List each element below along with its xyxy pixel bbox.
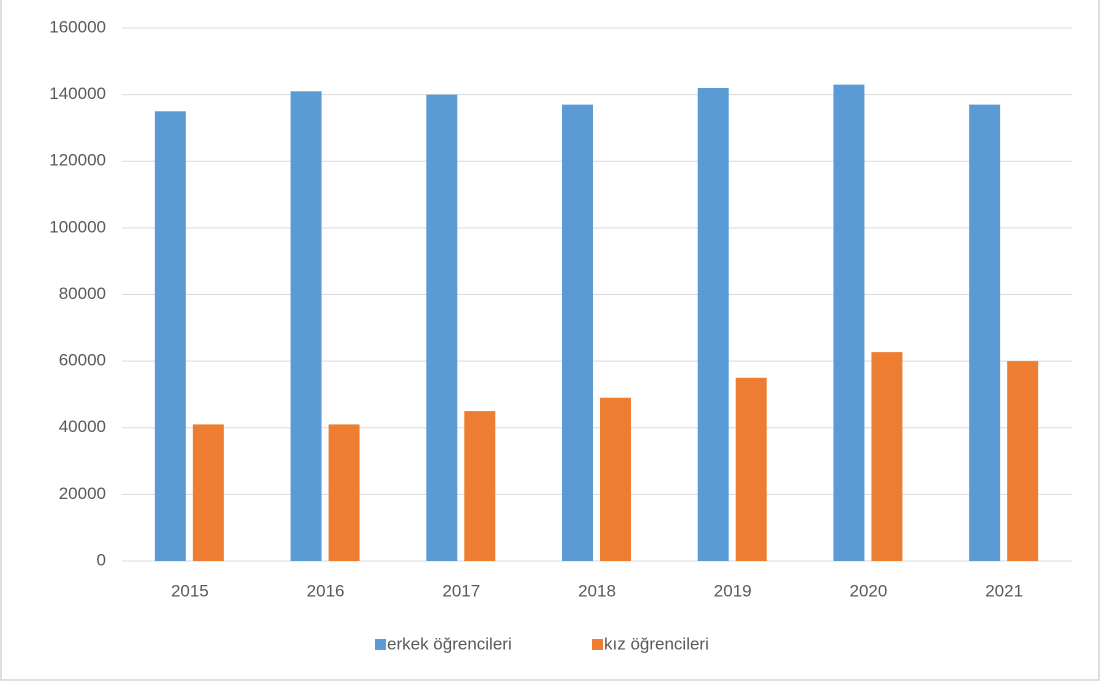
bar — [290, 91, 322, 561]
bar — [833, 84, 865, 561]
x-tick-label: 2015 — [171, 581, 209, 600]
legend-swatch — [375, 639, 386, 650]
y-tick-label: 80000 — [59, 284, 106, 303]
bar — [562, 104, 593, 562]
y-tick-label: 140000 — [49, 84, 106, 103]
y-tick-label: 60000 — [59, 351, 106, 370]
bar — [1007, 361, 1039, 561]
bar — [154, 111, 186, 561]
legend-swatch — [592, 639, 603, 650]
bar — [192, 424, 224, 561]
x-tick-label: 2019 — [714, 581, 752, 600]
y-tick-label: 0 — [97, 550, 106, 569]
legend-label: kız öğrencileri — [604, 634, 709, 653]
x-tick-label: 2021 — [985, 581, 1023, 600]
y-tick-label: 160000 — [49, 17, 106, 36]
bar — [328, 424, 360, 561]
y-tick-label: 100000 — [49, 217, 106, 236]
y-tick-label: 120000 — [49, 151, 106, 170]
x-tick-label: 2018 — [578, 581, 616, 600]
bar — [464, 411, 496, 561]
x-tick-label: 2017 — [442, 581, 480, 600]
bar — [426, 94, 458, 561]
x-tick-label: 2020 — [850, 581, 888, 600]
y-tick-label: 40000 — [59, 417, 106, 436]
bar — [600, 397, 631, 561]
bar — [969, 104, 1001, 562]
bar — [735, 377, 767, 561]
bar — [697, 87, 729, 562]
y-tick-label: 20000 — [59, 484, 106, 503]
x-tick-label: 2016 — [307, 581, 345, 600]
legend-label: erkek öğrencileri — [387, 634, 512, 653]
bar — [871, 352, 903, 561]
